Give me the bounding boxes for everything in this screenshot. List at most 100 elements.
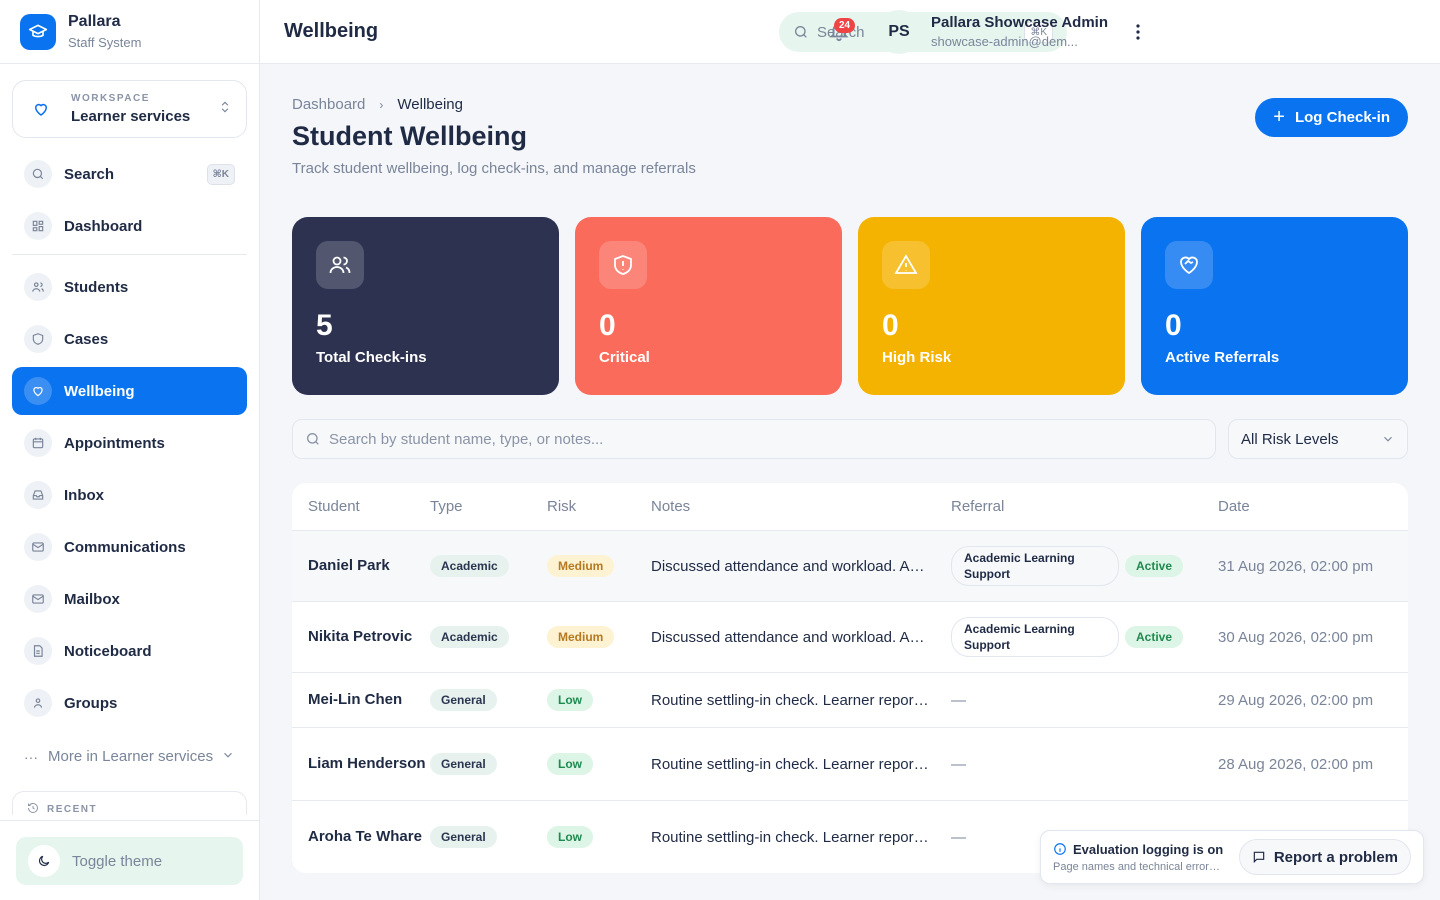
column-header-type[interactable]: Type <box>430 498 463 515</box>
sidebar-item-search[interactable]: Search ⌘K <box>12 150 247 198</box>
stat-label: Active Referrals <box>1165 349 1280 366</box>
column-header-risk[interactable]: Risk <box>547 498 577 515</box>
table-row[interactable]: Daniel Park Academic Medium Discussed at… <box>292 531 1408 602</box>
log-check-in-button[interactable]: + Log Check-in <box>1255 98 1408 137</box>
user-info[interactable]: Pallara Showcase Admin showcase-admin@de… <box>931 14 1108 49</box>
recent-label: RECENT <box>47 804 98 815</box>
workspace-switcher[interactable]: WORKSPACE Learner services <box>12 80 247 138</box>
sidebar-item-groups[interactable]: Groups <box>12 679 247 727</box>
report-problem-button[interactable]: Report a problem <box>1238 839 1411 875</box>
users-icon <box>24 273 52 301</box>
shield-alert-icon <box>599 241 647 289</box>
stat-card-total-check-ins: 5 Total Check-ins <box>292 217 559 395</box>
risk-badge: Medium <box>547 626 615 648</box>
risk-badge: Medium <box>547 555 615 577</box>
users-icon <box>24 689 52 717</box>
toggle-theme-button[interactable]: Toggle theme <box>16 837 243 885</box>
sidebar-item-noticeboard[interactable]: Noticeboard <box>12 627 247 675</box>
workspace-value: Learner services <box>71 108 191 125</box>
sidebar-item-mailbox[interactable]: Mailbox <box>12 575 247 623</box>
more-dots-icon: ··· <box>24 749 38 765</box>
notes-text: Routine settling-in check. Learner repor… <box>651 755 951 773</box>
type-badge: General <box>430 753 497 775</box>
date-text: 29 Aug 2026, 02:00 pm <box>1218 691 1374 709</box>
brand: Pallara Staff System <box>0 0 259 64</box>
chevron-down-icon <box>221 748 235 766</box>
referral-status-badge: Active <box>1125 626 1184 648</box>
avatar[interactable]: PS <box>877 10 921 54</box>
sidebar-item-label: Noticeboard <box>64 642 152 660</box>
student-search-input[interactable] <box>329 430 1203 448</box>
table-row[interactable]: Aroha Te Whare General Low Routine settl… <box>292 801 1408 873</box>
stat-value: 0 <box>1165 309 1182 342</box>
column-header-student[interactable]: Student <box>308 497 360 515</box>
student-name: Liam Henderson <box>308 755 426 772</box>
sidebar-item-appointments[interactable]: Appointments <box>12 419 247 467</box>
notes-text: Routine settling-in check. Learner repor… <box>651 828 951 846</box>
sidebar-item-dashboard[interactable]: Dashboard <box>12 202 247 250</box>
header-title: Wellbeing <box>284 20 379 42</box>
more-in-learner-services[interactable]: ··· More in Learner services <box>12 731 247 783</box>
sidebar-item-communications[interactable]: Communications <box>12 523 247 571</box>
recent-section: RECENT <box>12 791 247 815</box>
type-badge: General <box>430 826 497 848</box>
stat-label: Total Check-ins <box>316 349 427 366</box>
sidebar-item-inbox[interactable]: Inbox <box>12 471 247 519</box>
type-badge: Academic <box>430 555 509 577</box>
sidebar-item-label: Appointments <box>64 434 165 452</box>
referral-empty: — <box>951 755 966 773</box>
sidebar-item-students[interactable]: Students <box>12 263 247 311</box>
moon-icon <box>28 845 60 877</box>
page-subtitle: Track student wellbeing, log check-ins, … <box>292 160 696 177</box>
referral-chip: Academic Learning Support <box>951 617 1119 657</box>
stat-card-high-risk: 0 High Risk <box>858 217 1125 395</box>
stat-cards: 5 Total Check-ins 0 Critical 0 High Risk… <box>292 217 1408 395</box>
notes-text: Routine settling-in check. Learner repor… <box>651 691 951 709</box>
student-name: Aroha Te Whare <box>308 828 422 845</box>
student-name: Nikita Petrovic <box>308 628 413 645</box>
more-label: More in Learner services <box>48 748 214 765</box>
search-icon <box>24 160 52 188</box>
toast-title: Evaluation logging is on <box>1073 841 1224 857</box>
user-name: Pallara Showcase Admin <box>931 14 1109 31</box>
student-name: Mei-Lin Chen <box>308 691 403 708</box>
risk-badge: Low <box>547 753 593 775</box>
risk-level-value: All Risk Levels <box>1241 430 1339 448</box>
sidebar-item-label: Cases <box>64 330 109 348</box>
student-name: Daniel Park <box>308 557 390 574</box>
chevron-right-icon: › <box>379 97 384 112</box>
referral-empty: — <box>951 828 966 846</box>
column-header-date[interactable]: Date <box>1218 498 1250 515</box>
chevron-down-icon <box>1381 432 1395 446</box>
stat-card-critical: 0 Critical <box>575 217 842 395</box>
table-row[interactable]: Mei-Lin Chen General Low Routine settlin… <box>292 673 1408 728</box>
sidebar-item-wellbeing[interactable]: Wellbeing <box>12 367 247 415</box>
log-check-in-label: Log Check-in <box>1294 109 1390 126</box>
table-row[interactable]: Nikita Petrovic Academic Medium Discusse… <box>292 602 1408 673</box>
type-badge: General <box>430 689 497 711</box>
history-icon <box>27 802 39 815</box>
column-header-notes[interactable]: Notes <box>651 498 691 515</box>
sidebar-item-label: Inbox <box>64 486 104 504</box>
risk-level-select[interactable]: All Risk Levels <box>1228 419 1408 459</box>
breadcrumb-current: Wellbeing <box>397 96 463 113</box>
risk-badge: Low <box>547 689 593 711</box>
type-badge: Academic <box>430 626 509 648</box>
search-icon <box>793 24 809 40</box>
sidebar-item-label: Wellbeing <box>64 382 135 400</box>
kebab-menu-icon[interactable] <box>1128 22 1148 42</box>
users-icon <box>316 241 364 289</box>
breadcrumb-dashboard[interactable]: Dashboard <box>292 96 366 113</box>
stat-value: 5 <box>316 309 333 342</box>
sidebar-item-cases[interactable]: Cases <box>12 315 247 363</box>
referral-empty: — <box>951 691 966 709</box>
heart-icon <box>27 95 55 123</box>
filters-bar: All Risk Levels <box>292 419 1408 459</box>
column-header-referral[interactable]: Referral <box>951 498 1005 515</box>
date-text: 28 Aug 2026, 02:00 pm <box>1218 755 1374 773</box>
shortcut-badge: ⌘K <box>206 163 235 185</box>
page-title: Student Wellbeing <box>292 121 527 151</box>
graduation-cap-icon <box>20 13 56 50</box>
table-row[interactable]: Liam Henderson General Low Routine settl… <box>292 728 1408 801</box>
referral-status-badge: Active <box>1125 555 1184 577</box>
